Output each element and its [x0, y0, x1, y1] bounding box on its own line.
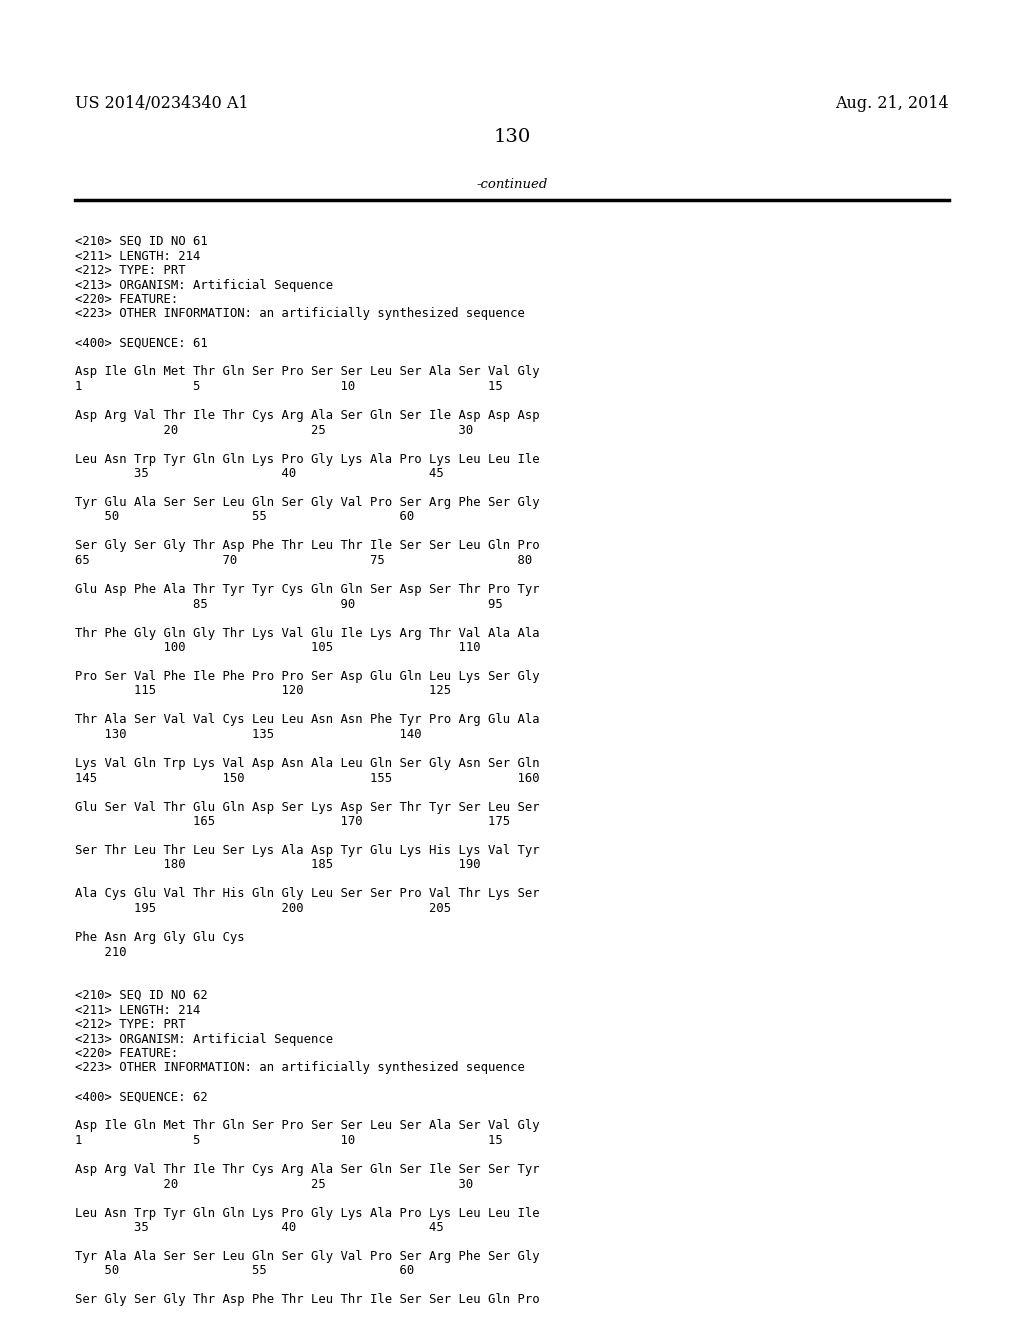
Text: Leu Asn Trp Tyr Gln Gln Lys Pro Gly Lys Ala Pro Lys Leu Leu Ile: Leu Asn Trp Tyr Gln Gln Lys Pro Gly Lys … — [75, 453, 540, 466]
Text: <212> TYPE: PRT: <212> TYPE: PRT — [75, 264, 185, 277]
Text: 65                  70                  75                  80: 65 70 75 80 — [75, 554, 532, 568]
Text: 210: 210 — [75, 945, 127, 958]
Text: Asp Ile Gln Met Thr Gln Ser Pro Ser Ser Leu Ser Ala Ser Val Gly: Asp Ile Gln Met Thr Gln Ser Pro Ser Ser … — [75, 1119, 540, 1133]
Text: Asp Ile Gln Met Thr Gln Ser Pro Ser Ser Leu Ser Ala Ser Val Gly: Asp Ile Gln Met Thr Gln Ser Pro Ser Ser … — [75, 366, 540, 379]
Text: 50                  55                  60: 50 55 60 — [75, 511, 415, 524]
Text: Tyr Ala Ala Ser Ser Leu Gln Ser Gly Val Pro Ser Arg Phe Ser Gly: Tyr Ala Ala Ser Ser Leu Gln Ser Gly Val … — [75, 1250, 540, 1263]
Text: <220> FEATURE:: <220> FEATURE: — [75, 293, 178, 306]
Text: 1               5                   10                  15: 1 5 10 15 — [75, 380, 503, 393]
Text: 50                  55                  60: 50 55 60 — [75, 1265, 415, 1278]
Text: 20                  25                  30: 20 25 30 — [75, 1177, 473, 1191]
Text: 115                 120                 125: 115 120 125 — [75, 685, 452, 697]
Text: 35                  40                  45: 35 40 45 — [75, 467, 443, 480]
Text: <210> SEQ ID NO 62: <210> SEQ ID NO 62 — [75, 989, 208, 1002]
Text: 130: 130 — [494, 128, 530, 147]
Text: <400> SEQUENCE: 61: <400> SEQUENCE: 61 — [75, 337, 208, 350]
Text: US 2014/0234340 A1: US 2014/0234340 A1 — [75, 95, 249, 112]
Text: Ser Gly Ser Gly Thr Asp Phe Thr Leu Thr Ile Ser Ser Leu Gln Pro: Ser Gly Ser Gly Thr Asp Phe Thr Leu Thr … — [75, 540, 540, 553]
Text: <211> LENGTH: 214: <211> LENGTH: 214 — [75, 249, 201, 263]
Text: 130                 135                 140: 130 135 140 — [75, 729, 422, 741]
Text: Thr Phe Gly Gln Gly Thr Lys Val Glu Ile Lys Arg Thr Val Ala Ala: Thr Phe Gly Gln Gly Thr Lys Val Glu Ile … — [75, 627, 540, 639]
Text: <223> OTHER INFORMATION: an artificially synthesized sequence: <223> OTHER INFORMATION: an artificially… — [75, 1061, 525, 1074]
Text: Ala Cys Glu Val Thr His Gln Gly Leu Ser Ser Pro Val Thr Lys Ser: Ala Cys Glu Val Thr His Gln Gly Leu Ser … — [75, 887, 540, 900]
Text: Lys Val Gln Trp Lys Val Asp Asn Ala Leu Gln Ser Gly Asn Ser Gln: Lys Val Gln Trp Lys Val Asp Asn Ala Leu … — [75, 756, 540, 770]
Text: <400> SEQUENCE: 62: <400> SEQUENCE: 62 — [75, 1090, 208, 1104]
Text: 100                 105                 110: 100 105 110 — [75, 642, 480, 653]
Text: Aug. 21, 2014: Aug. 21, 2014 — [836, 95, 949, 112]
Text: <213> ORGANISM: Artificial Sequence: <213> ORGANISM: Artificial Sequence — [75, 279, 333, 292]
Text: Asp Arg Val Thr Ile Thr Cys Arg Ala Ser Gln Ser Ile Ser Ser Tyr: Asp Arg Val Thr Ile Thr Cys Arg Ala Ser … — [75, 1163, 540, 1176]
Text: 35                  40                  45: 35 40 45 — [75, 1221, 443, 1234]
Text: Pro Ser Val Phe Ile Phe Pro Pro Ser Asp Glu Gln Leu Lys Ser Gly: Pro Ser Val Phe Ile Phe Pro Pro Ser Asp … — [75, 671, 540, 682]
Text: <213> ORGANISM: Artificial Sequence: <213> ORGANISM: Artificial Sequence — [75, 1032, 333, 1045]
Text: Asp Arg Val Thr Ile Thr Cys Arg Ala Ser Gln Ser Ile Asp Asp Asp: Asp Arg Val Thr Ile Thr Cys Arg Ala Ser … — [75, 409, 540, 422]
Text: 180                 185                 190: 180 185 190 — [75, 858, 480, 871]
Text: Tyr Glu Ala Ser Ser Leu Gln Ser Gly Val Pro Ser Arg Phe Ser Gly: Tyr Glu Ala Ser Ser Leu Gln Ser Gly Val … — [75, 496, 540, 510]
Text: <211> LENGTH: 214: <211> LENGTH: 214 — [75, 1003, 201, 1016]
Text: -continued: -continued — [476, 178, 548, 191]
Text: Ser Thr Leu Thr Leu Ser Lys Ala Asp Tyr Glu Lys His Lys Val Tyr: Ser Thr Leu Thr Leu Ser Lys Ala Asp Tyr … — [75, 843, 540, 857]
Text: Thr Ala Ser Val Val Cys Leu Leu Asn Asn Phe Tyr Pro Arg Glu Ala: Thr Ala Ser Val Val Cys Leu Leu Asn Asn … — [75, 714, 540, 726]
Text: Phe Asn Arg Gly Glu Cys: Phe Asn Arg Gly Glu Cys — [75, 931, 245, 944]
Text: 1               5                   10                  15: 1 5 10 15 — [75, 1134, 503, 1147]
Text: <212> TYPE: PRT: <212> TYPE: PRT — [75, 1018, 185, 1031]
Text: 145                 150                 155                 160: 145 150 155 160 — [75, 771, 540, 784]
Text: 195                 200                 205: 195 200 205 — [75, 902, 452, 915]
Text: Ser Gly Ser Gly Thr Asp Phe Thr Leu Thr Ile Ser Ser Leu Gln Pro: Ser Gly Ser Gly Thr Asp Phe Thr Leu Thr … — [75, 1294, 540, 1307]
Text: <223> OTHER INFORMATION: an artificially synthesized sequence: <223> OTHER INFORMATION: an artificially… — [75, 308, 525, 321]
Text: Leu Asn Trp Tyr Gln Gln Lys Pro Gly Lys Ala Pro Lys Leu Leu Ile: Leu Asn Trp Tyr Gln Gln Lys Pro Gly Lys … — [75, 1206, 540, 1220]
Text: <220> FEATURE:: <220> FEATURE: — [75, 1047, 178, 1060]
Text: Glu Ser Val Thr Glu Gln Asp Ser Lys Asp Ser Thr Tyr Ser Leu Ser: Glu Ser Val Thr Glu Gln Asp Ser Lys Asp … — [75, 800, 540, 813]
Text: 85                  90                  95: 85 90 95 — [75, 598, 503, 610]
Text: Glu Asp Phe Ala Thr Tyr Tyr Cys Gln Gln Ser Asp Ser Thr Pro Tyr: Glu Asp Phe Ala Thr Tyr Tyr Cys Gln Gln … — [75, 583, 540, 597]
Text: 20                  25                  30: 20 25 30 — [75, 424, 473, 437]
Text: 165                 170                 175: 165 170 175 — [75, 814, 510, 828]
Text: <210> SEQ ID NO 61: <210> SEQ ID NO 61 — [75, 235, 208, 248]
